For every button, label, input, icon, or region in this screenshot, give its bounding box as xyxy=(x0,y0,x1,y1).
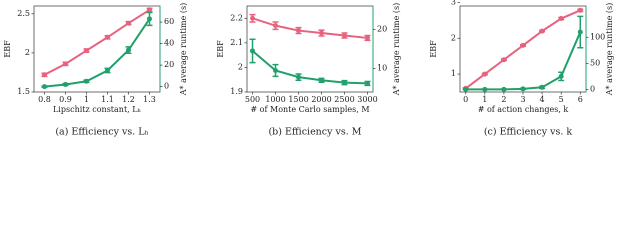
marker xyxy=(501,57,507,63)
x-axis-label: # of action changes, k xyxy=(478,105,569,114)
y2-tick-label: 0 xyxy=(164,82,169,91)
marker xyxy=(42,84,47,90)
marker xyxy=(296,74,302,80)
x-tick-label: 1.3 xyxy=(143,95,156,104)
marker xyxy=(318,77,324,83)
x-tick-label: 500 xyxy=(245,95,260,104)
x-tick-label: 5 xyxy=(559,95,564,104)
marker xyxy=(341,80,347,86)
y-tick-label: 2 xyxy=(238,62,243,71)
marker xyxy=(364,35,370,41)
marker xyxy=(147,7,152,13)
caption: (b) Efficiency vs. M xyxy=(268,127,361,138)
x-axis-label: Lipschitz constant, Lₕ xyxy=(53,105,142,114)
y2-tick-label: 100 xyxy=(590,32,605,41)
y-tick-label: 2.2 xyxy=(230,13,243,22)
marker xyxy=(463,86,469,92)
y2-tick-label: 0 xyxy=(590,84,595,93)
x-tick-label: 4 xyxy=(540,95,545,104)
plot-frame xyxy=(33,5,161,93)
y-tick-label: 2.5 xyxy=(17,9,30,18)
y-axis-label: EBF xyxy=(216,40,225,58)
marker xyxy=(558,16,564,22)
x-tick-label: 6 xyxy=(578,95,583,104)
y-axis-label: EBF xyxy=(3,40,12,58)
y2-tick-label: 60 xyxy=(164,17,174,26)
marker xyxy=(63,61,68,67)
series-line xyxy=(252,17,368,39)
y2-tick-label: 20 xyxy=(377,24,387,33)
x-tick-label: 1000 xyxy=(265,95,285,104)
series-line xyxy=(251,50,368,85)
marker xyxy=(539,28,545,34)
marker xyxy=(577,7,583,13)
marker xyxy=(147,16,152,22)
y-tick-label: 2 xyxy=(25,48,30,57)
series-line xyxy=(44,18,151,88)
y-tick-label: 3 xyxy=(451,0,456,6)
marker xyxy=(520,86,526,92)
marker xyxy=(105,34,110,40)
figure: 0.8 0.9 1 1.1 1.2 1.31.522.50204060Lipschitz … xyxy=(3,0,614,138)
x-tick-label: 2500 xyxy=(334,95,354,104)
x-tick-label: 1 xyxy=(84,95,89,104)
y2-tick-label: 20 xyxy=(164,60,174,69)
marker xyxy=(250,15,256,21)
marker xyxy=(482,86,488,92)
marker xyxy=(341,32,347,38)
x-tick-label: 1500 xyxy=(288,95,308,104)
x-tick-label: 2000 xyxy=(311,95,331,104)
marker xyxy=(84,78,89,84)
marker xyxy=(105,68,110,73)
caption: (c) Efficiency vs. k xyxy=(484,127,573,138)
x-tick-label: 0 xyxy=(463,95,468,104)
marker xyxy=(63,81,68,87)
y2-axis-label: A* average runtime (s) xyxy=(392,3,401,96)
y-axis-label: EBF xyxy=(429,40,438,58)
caption: (a) Efficiency vs. Lₕ xyxy=(55,127,148,138)
marker xyxy=(539,84,545,90)
marker xyxy=(273,68,279,73)
marker xyxy=(318,30,324,36)
marker xyxy=(126,47,131,53)
marker xyxy=(520,42,526,48)
marker xyxy=(273,23,279,29)
x-tick-label: 3000 xyxy=(357,95,377,104)
marker xyxy=(577,29,583,35)
y2-tick-label: 40 xyxy=(164,39,174,48)
series-line xyxy=(44,9,151,76)
marker xyxy=(84,48,89,54)
y-tick-label: 2 xyxy=(451,33,456,42)
x-axis-label: # of Monte Carlo samples, M xyxy=(250,105,369,114)
y2-tick-label: 10 xyxy=(377,64,387,73)
marker xyxy=(126,20,131,26)
y-tick-label: 2.1 xyxy=(230,38,243,47)
x-tick-label: 1.2 xyxy=(122,95,135,104)
marker xyxy=(296,28,302,34)
x-tick-label: 0.8 xyxy=(38,95,51,104)
y-tick-label: 1 xyxy=(451,69,456,78)
marker xyxy=(42,72,47,78)
y2-tick-label: 50 xyxy=(590,58,600,67)
x-tick-label: 2 xyxy=(501,95,506,104)
y2-axis-label: A* average runtime (s) xyxy=(179,3,188,96)
y-tick-label: 1.5 xyxy=(17,87,30,96)
marker xyxy=(364,80,370,86)
y-tick-label: 1.9 xyxy=(230,87,243,96)
x-tick-label: 1.1 xyxy=(101,95,114,104)
marker xyxy=(482,71,488,77)
y2-axis-label: A* average runtime (s) xyxy=(605,3,614,96)
x-tick-label: 1 xyxy=(482,95,487,104)
x-tick-label: 0.9 xyxy=(59,95,72,104)
x-tick-label: 3 xyxy=(520,95,525,104)
marker xyxy=(558,73,564,79)
marker xyxy=(501,86,507,92)
marker xyxy=(250,48,256,54)
